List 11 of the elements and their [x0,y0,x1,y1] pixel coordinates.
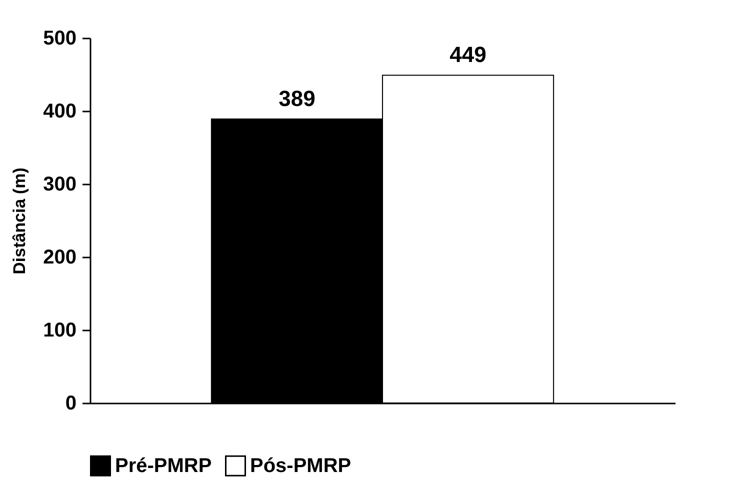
legend-label: Pós-PMRP [250,454,352,477]
y-tick-label: 100 [43,320,76,342]
data-label: 389 [278,86,316,112]
y-tick-label: 300 [43,174,76,196]
y-axis-title: Distância (m) [10,168,30,274]
y-tick-label: 400 [43,100,76,122]
y-tick-label: 500 [43,28,76,50]
y-tick-label: 200 [43,246,76,268]
legend-label: Pré-PMRP [115,454,212,477]
y-tick-label: 0 [65,392,76,414]
data-label: 449 [450,42,486,68]
